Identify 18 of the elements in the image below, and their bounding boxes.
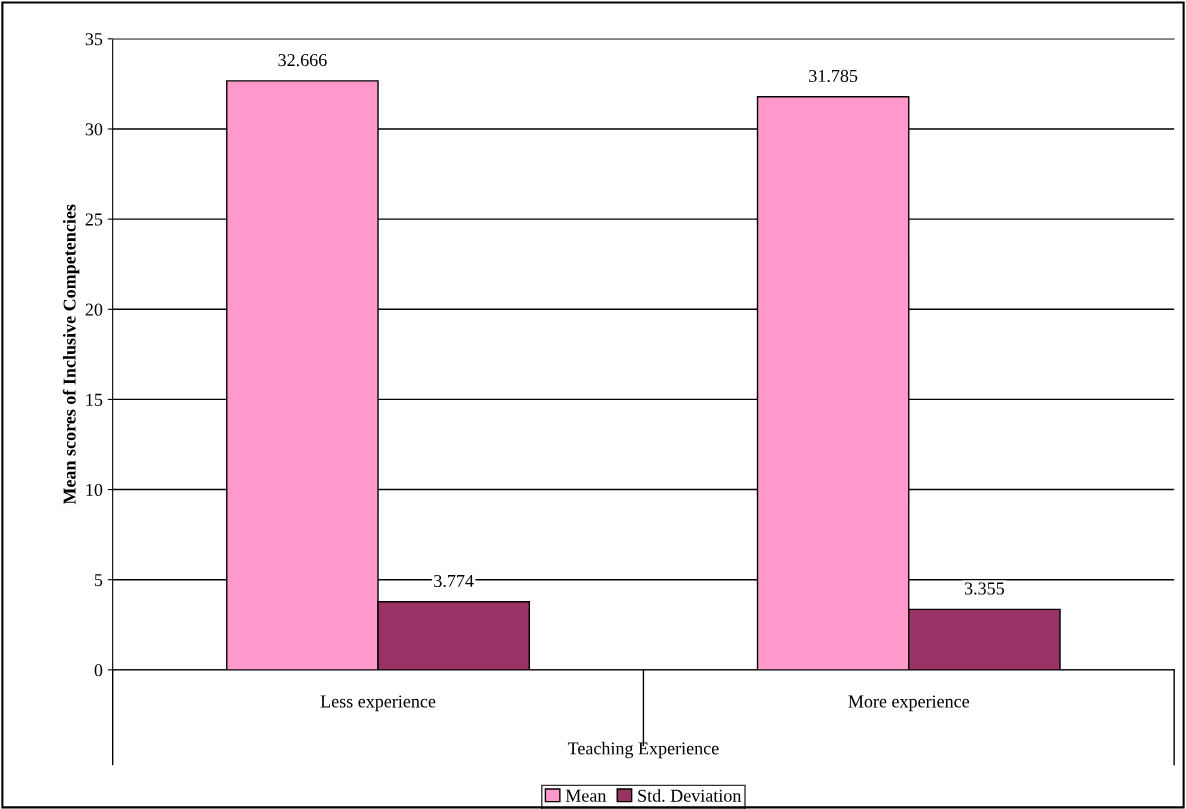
legend-label: Std. Deviation [638,789,742,802]
y-tick-label: 10 [86,483,103,496]
data-label: 32.666 [278,54,327,67]
y-tick-label: 0 [94,664,103,677]
y-tick-label: 15 [86,393,103,406]
data-label: 3.355 [964,582,1005,595]
y-tick-label: 25 [85,213,103,226]
data-label: 31.785 [809,69,858,83]
x-tick-label: Less experience [320,695,436,712]
y-axis-title: Mean scores of Inclusive Competencies [62,204,80,505]
y-tick-label: 30 [85,123,103,136]
legend-label: Mean [565,789,607,802]
x-axis-title: Teaching Experience [567,741,719,759]
data-label: 3.774 [434,574,474,588]
y-tick-label: 5 [94,574,103,587]
y-tick-label: 20 [85,303,103,316]
y-tick-label: 35 [85,33,103,46]
x-tick-label: More experience [848,695,970,712]
